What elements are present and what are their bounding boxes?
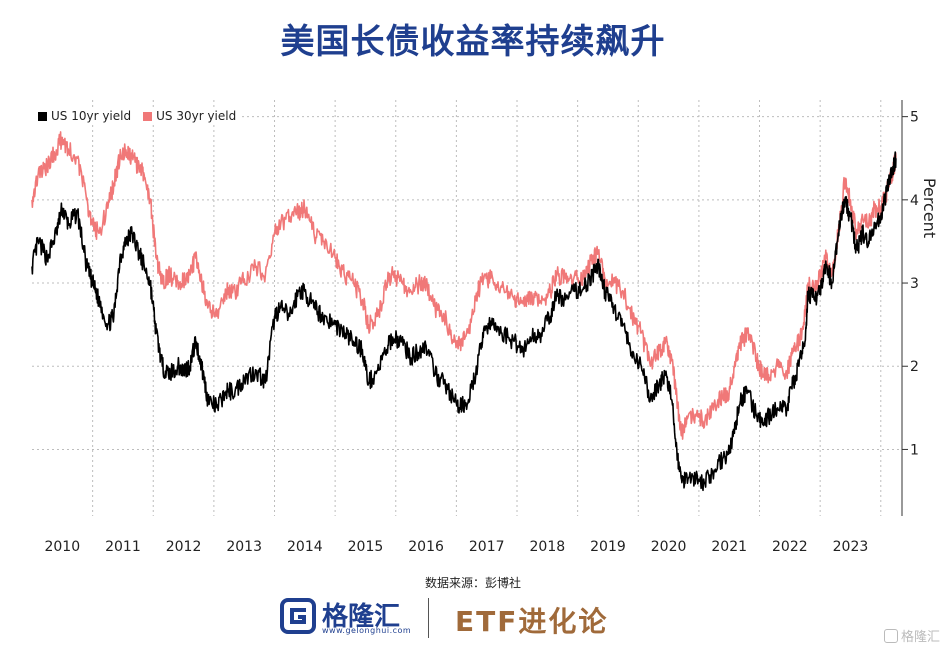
x-tick-label: 2017 xyxy=(469,539,505,555)
x-tick-label: 2021 xyxy=(711,539,747,555)
legend-swatch-10yr xyxy=(38,111,47,121)
x-tick-label: 2023 xyxy=(833,539,869,555)
line-chart: 1 2 3 4 5 2010 2011 2012 2013 2014 2015 2016 2017 201… xyxy=(31,100,939,555)
x-tick-label: 2022 xyxy=(772,539,808,555)
x-tick-label: 2012 xyxy=(166,539,202,555)
y-tick-label: 3 xyxy=(910,276,919,292)
chart-legend: US 10yr yield US 30yr yield xyxy=(32,107,243,125)
data-source-note: 数据来源：彭博社 xyxy=(424,576,521,590)
legend-label-10yr: US 10yr yield xyxy=(51,109,132,123)
y-tick-label: 5 xyxy=(910,110,919,126)
legend-item-10yr: US 10yr yield xyxy=(38,109,131,123)
legend-swatch-30yr xyxy=(143,111,153,121)
brand-name: 格隆汇 xyxy=(322,602,401,632)
etf-brand: ETF进化论 xyxy=(455,605,609,638)
x-tick-label: 2011 xyxy=(105,539,141,555)
y-tick-label: 2 xyxy=(910,359,919,375)
footer: 格隆汇 www.gelonghui.com ETF进化论 格隆汇 xyxy=(0,592,946,648)
x-tick-label: 2013 xyxy=(226,539,262,555)
x-tick-label: 2016 xyxy=(408,539,444,555)
watermark-logo-icon xyxy=(883,628,898,643)
watermark-text: 格隆汇 xyxy=(900,630,940,645)
x-tick-label: 2019 xyxy=(590,539,626,555)
x-tick-label: 2010 xyxy=(44,539,80,555)
legend-label-30yr: US 30yr yield xyxy=(156,109,237,123)
x-tick-label: 2020 xyxy=(651,539,687,555)
page-title: 美国长债收益率持续飙升 xyxy=(280,22,666,62)
plot-area xyxy=(32,100,902,516)
legend-item-30yr: US 30yr yield xyxy=(143,109,236,123)
x-tick-label: 2015 xyxy=(348,539,384,555)
x-tick-label: 2018 xyxy=(530,539,566,555)
brand-url: www.gelonghui.com xyxy=(322,626,412,635)
watermark: 格隆汇 xyxy=(883,626,940,645)
y-tick-label: 4 xyxy=(910,193,919,209)
y-tick-label: 1 xyxy=(910,442,919,458)
footer-divider xyxy=(428,598,429,638)
x-tick-label: 2014 xyxy=(287,539,323,555)
gelonghui-logo-icon xyxy=(280,598,316,634)
series-line-10yr xyxy=(31,151,897,492)
y-axis-label: Percent xyxy=(920,178,939,238)
series-line-30yr xyxy=(31,131,897,440)
